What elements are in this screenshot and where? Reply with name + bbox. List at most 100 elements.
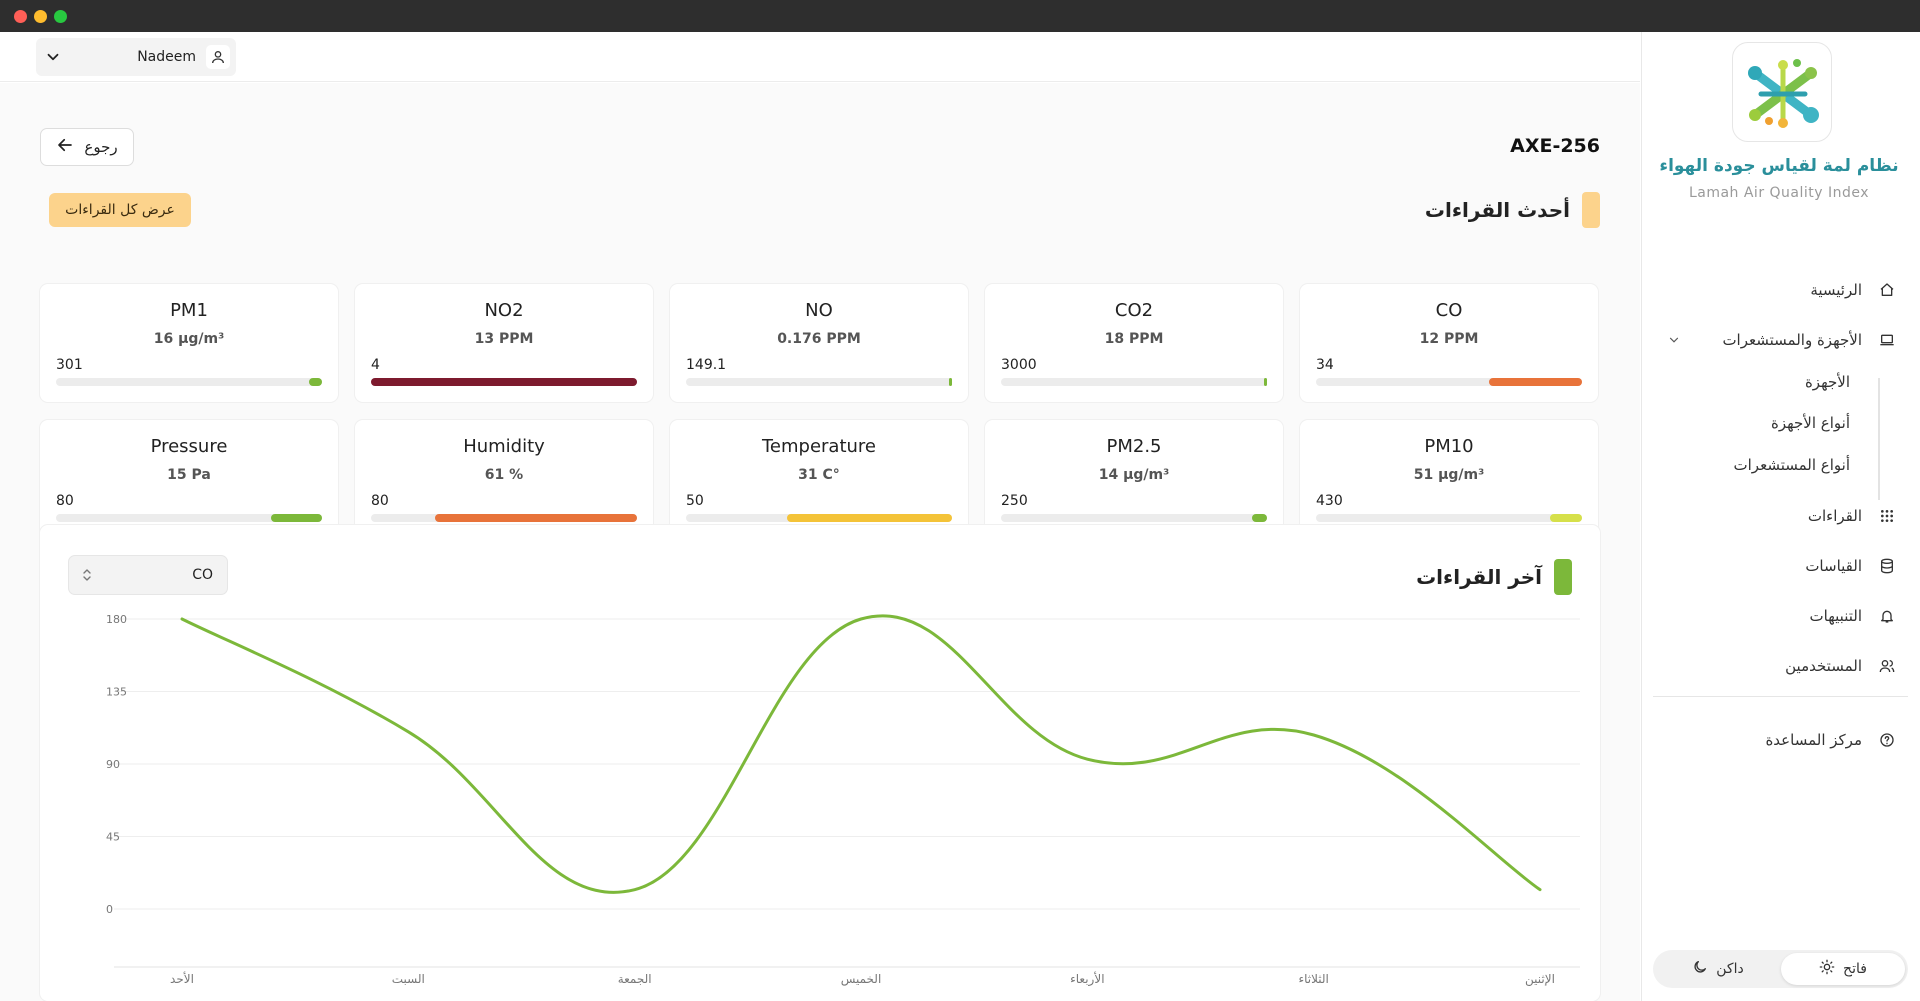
sensor-card-max: 4 — [371, 357, 380, 373]
sensor-card-max: 149.1 — [686, 357, 727, 373]
nav-measurements-label: القياسات — [1805, 557, 1862, 575]
chart-panel: آخر القراءات CO 180 135 90 45 0 الأحد السبت الج… — [40, 525, 1600, 1001]
last-readings-heading: آخر القراءات — [1416, 559, 1572, 595]
y-tick-label: 0 — [106, 903, 113, 916]
sensor-card[interactable]: Pressure 15 Pa 80 — [40, 420, 338, 538]
logo-icon — [1748, 59, 1819, 128]
y-tick-label: 90 — [106, 758, 120, 771]
nav-home[interactable]: الرئيسية — [1641, 270, 1920, 310]
y-tick-label: 45 — [106, 831, 120, 844]
chevron-down-icon — [44, 48, 62, 70]
sensor-card-progress-fill — [1252, 514, 1267, 522]
arrow-left-icon — [56, 136, 74, 158]
nav-help-center-label: مركز المساعدة — [1765, 731, 1862, 749]
sensor-card-title: Pressure — [150, 436, 228, 457]
sensor-card-title: PM10 — [1424, 436, 1474, 457]
y-tick-label: 180 — [106, 613, 127, 626]
close-window-button[interactable] — [14, 10, 27, 23]
x-tick-label: السبت — [392, 972, 425, 986]
sensor-card-title: CO2 — [1114, 300, 1154, 321]
theme-light-option[interactable]: فاتح — [1781, 953, 1905, 985]
sensor-card-value: 13 PPM — [474, 331, 534, 347]
sensor-card[interactable]: PM2.5 14 µg/m³ 250 — [985, 420, 1283, 538]
laptop-icon — [1876, 329, 1898, 351]
nav-users[interactable]: المستخدمين — [1641, 646, 1920, 686]
app-logo[interactable] — [1732, 42, 1832, 142]
sensor-card-progress-track — [1001, 514, 1267, 522]
sensor-card[interactable]: CO 12 PPM 34 — [1300, 284, 1598, 402]
sensor-card[interactable]: Humidity 61 % 80 — [355, 420, 653, 538]
sensor-card-progress-track — [371, 378, 637, 386]
minimize-window-button[interactable] — [34, 10, 47, 23]
x-tick-label: الجمعة — [618, 972, 652, 986]
sensor-card-progress-fill — [1550, 514, 1582, 522]
sensor-card-max: 80 — [371, 493, 389, 509]
x-tick-label: الإثنين — [1525, 972, 1555, 987]
nav-devices-sensors[interactable]: الأجهزة والمستشعرات — [1641, 320, 1920, 360]
back-button[interactable]: رجوع — [40, 128, 134, 166]
submenu-guide-line — [1878, 378, 1880, 500]
device-id-title: AXE-256 — [1510, 135, 1600, 157]
sensor-card-value: 51 µg/m³ — [1413, 467, 1485, 483]
sensor-card-max: 80 — [56, 493, 74, 509]
sensor-card[interactable]: NO2 13 PPM 4 — [355, 284, 653, 402]
sensor-card[interactable]: PM1 16 µg/m³ 301 — [40, 284, 338, 402]
line-chart: 180 135 90 45 0 الأحد السبت الجمعة الخميس الأربعا… — [106, 613, 1580, 987]
sensor-card[interactable]: PM10 51 µg/m³ 430 — [1300, 420, 1598, 538]
sensor-card-value: 0.176 PPM — [777, 331, 861, 347]
sensor-card-value: 18 PPM — [1104, 331, 1164, 347]
nav-measurements[interactable]: القياسات — [1641, 546, 1920, 586]
sensor-card-progress-track — [56, 514, 322, 522]
top-header: Nadeem — [0, 32, 1640, 82]
sensor-select[interactable]: CO — [68, 555, 228, 595]
nav-home-label: الرئيسية — [1810, 281, 1862, 299]
nav-help-center[interactable]: مركز المساعدة — [1641, 720, 1920, 760]
main-content: AXE-256 رجوع أحدث القراءات عرض كل القراء… — [0, 83, 1640, 1001]
sensor-card-title: PM2.5 — [1106, 436, 1162, 457]
nav-alerts[interactable]: التنبيهات — [1641, 596, 1920, 636]
nav-sensor-types[interactable]: أنواع المستشعرات — [1733, 456, 1850, 474]
sensor-select-value: CO — [192, 567, 213, 583]
series-line — [180, 614, 1542, 894]
sensor-card-value: 15 Pa — [167, 467, 211, 483]
sensor-card[interactable]: Temperature 31 C° 50 — [670, 420, 968, 538]
chevron-down-icon[interactable] — [1667, 332, 1681, 351]
sensor-card-value: 31 C° — [798, 467, 840, 483]
sensor-card-progress-fill — [948, 378, 952, 386]
grid-icon — [1876, 505, 1898, 527]
nav-devices-sensors-label: الأجهزة والمستشعرات — [1722, 331, 1862, 349]
home-icon — [1876, 279, 1898, 301]
latest-readings-title: أحدث القراءات — [1424, 198, 1570, 222]
sensor-card-progress-fill — [1488, 378, 1582, 386]
sensor-card-progress-track — [1316, 378, 1582, 386]
sensor-card[interactable]: CO2 18 PPM 3000 — [985, 284, 1283, 402]
sensor-card-title: NO2 — [484, 300, 524, 321]
maximize-window-button[interactable] — [54, 10, 67, 23]
user-menu-button[interactable]: Nadeem — [36, 38, 236, 76]
sensor-card-progress-fill — [787, 514, 952, 522]
nav-users-label: المستخدمين — [1785, 657, 1862, 675]
sensor-card-value: 12 PPM — [1419, 331, 1479, 347]
sensor-card-title: Humidity — [463, 436, 545, 457]
brand-name-english: Lamah Air Quality Index — [1688, 185, 1870, 201]
sensor-card-max: 301 — [56, 357, 83, 373]
theme-dark-option[interactable]: داكن — [1656, 953, 1780, 985]
sensor-card[interactable]: NO 0.176 PPM 149.1 — [670, 284, 968, 402]
user-name: Nadeem — [137, 49, 196, 65]
nav-devices[interactable]: الأجهزة — [1804, 373, 1850, 391]
sensor-card-value: 61 % — [484, 467, 524, 483]
help-icon — [1876, 729, 1898, 751]
bell-icon — [1876, 605, 1898, 627]
sensor-card-max: 250 — [1001, 493, 1028, 509]
nav-device-types[interactable]: أنواع الأجهزة — [1770, 414, 1850, 432]
last-readings-title: آخر القراءات — [1416, 565, 1542, 589]
view-all-readings-button[interactable]: عرض كل القراءات — [49, 193, 191, 227]
theme-dark-label: داكن — [1716, 961, 1744, 977]
sensor-card-progress-fill — [1263, 378, 1267, 386]
sidebar-divider — [1653, 696, 1908, 697]
nav-alerts-label: التنبيهات — [1809, 607, 1862, 625]
brand-name-arabic: نظام لمة لقياس جودة الهواء — [1659, 156, 1899, 176]
nav-readings[interactable]: القراءات — [1641, 496, 1920, 536]
sidebar: نظام لمة لقياس جودة الهواء Lamah Air Qua… — [1641, 32, 1920, 1001]
y-tick-label: 135 — [106, 686, 127, 699]
